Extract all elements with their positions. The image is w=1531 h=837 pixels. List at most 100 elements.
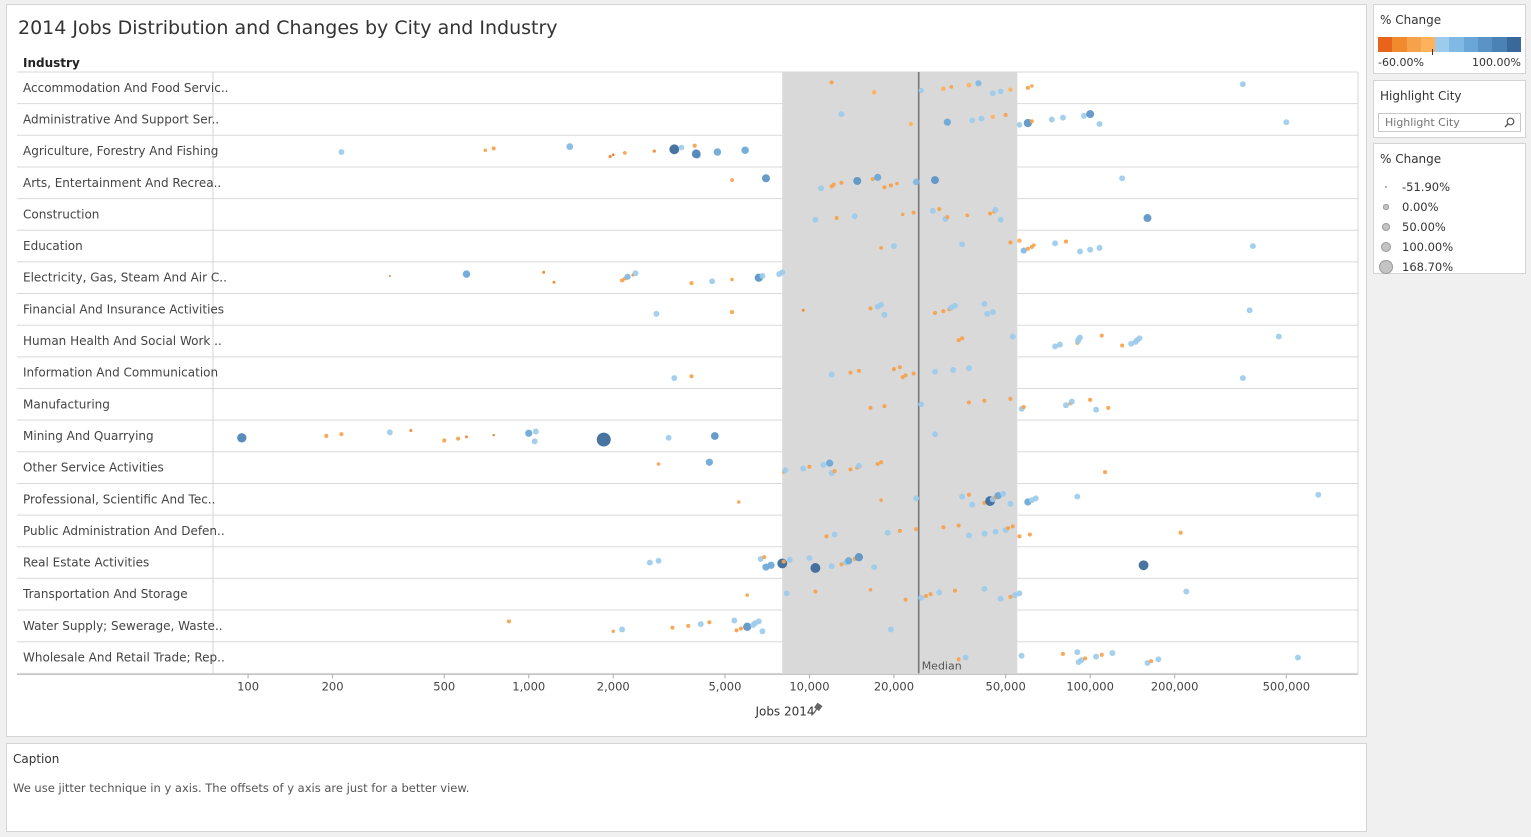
city-point[interactable] xyxy=(1018,652,1025,659)
city-point[interactable] xyxy=(761,174,770,183)
city-point[interactable] xyxy=(462,270,471,278)
city-point[interactable] xyxy=(965,532,972,539)
scatter-plot[interactable]: Industry Accommodation And Food Servic.. A… xyxy=(7,5,1366,736)
city-point[interactable] xyxy=(1008,240,1013,245)
city-point[interactable] xyxy=(812,216,819,223)
city-point[interactable] xyxy=(984,310,991,317)
city-point[interactable] xyxy=(1088,397,1093,402)
city-point[interactable] xyxy=(956,338,961,343)
city-point[interactable] xyxy=(800,465,807,472)
city-point[interactable] xyxy=(831,182,836,187)
city-point[interactable] xyxy=(941,309,946,314)
city-point[interactable] xyxy=(997,216,1004,223)
city-point[interactable] xyxy=(871,90,877,95)
city-point[interactable] xyxy=(1021,404,1026,410)
city-point[interactable] xyxy=(456,436,461,441)
city-point[interactable] xyxy=(1136,335,1143,342)
city-point[interactable] xyxy=(900,212,905,217)
city-point[interactable] xyxy=(1068,398,1075,405)
city-point[interactable] xyxy=(982,398,987,403)
city-point[interactable] xyxy=(1008,396,1013,401)
city-point[interactable] xyxy=(1096,244,1103,251)
city-point[interactable] xyxy=(1295,654,1301,661)
city-point[interactable] xyxy=(1109,650,1116,656)
city-point[interactable] xyxy=(932,431,938,438)
city-point[interactable] xyxy=(622,151,627,155)
city-point[interactable] xyxy=(891,367,896,372)
city-point[interactable] xyxy=(828,371,835,378)
city-point[interactable] xyxy=(903,373,908,378)
city-point[interactable] xyxy=(1119,175,1126,182)
city-point[interactable] xyxy=(1059,114,1066,121)
city-point[interactable] xyxy=(542,270,546,274)
city-point[interactable] xyxy=(1086,110,1095,119)
city-point[interactable] xyxy=(409,429,413,433)
city-point[interactable] xyxy=(966,400,971,405)
city-point[interactable] xyxy=(932,310,938,316)
city-point[interactable] xyxy=(612,153,615,156)
city-point[interactable] xyxy=(838,111,845,118)
city-point[interactable] xyxy=(879,498,883,502)
search-icon[interactable] xyxy=(1504,117,1515,128)
city-point[interactable] xyxy=(997,88,1004,95)
city-point[interactable] xyxy=(566,143,574,150)
city-point[interactable] xyxy=(868,405,873,410)
city-point[interactable] xyxy=(1029,119,1034,124)
city-point[interactable] xyxy=(646,559,653,566)
city-point[interactable] xyxy=(653,310,660,317)
city-point[interactable] xyxy=(1138,560,1149,571)
city-point[interactable] xyxy=(713,148,722,156)
city-point[interactable] xyxy=(767,561,775,569)
city-point[interactable] xyxy=(1099,333,1104,338)
city-point[interactable] xyxy=(807,464,812,469)
city-point[interactable] xyxy=(839,562,844,567)
city-point[interactable] xyxy=(1239,375,1246,382)
city-point[interactable] xyxy=(945,215,950,220)
city-point[interactable] xyxy=(966,82,972,88)
city-point[interactable] xyxy=(962,654,969,661)
city-point[interactable] xyxy=(826,459,834,467)
city-point[interactable] xyxy=(879,460,884,465)
city-point[interactable] xyxy=(1315,491,1322,498)
city-point[interactable] xyxy=(878,301,885,308)
city-point[interactable] xyxy=(881,311,888,318)
city-point[interactable] xyxy=(989,90,996,97)
city-point[interactable] xyxy=(596,432,611,447)
city-point[interactable] xyxy=(237,433,247,443)
city-point[interactable] xyxy=(671,375,678,382)
city-point[interactable] xyxy=(338,149,345,155)
city-point[interactable] xyxy=(1032,495,1039,502)
city-point[interactable] xyxy=(874,173,882,181)
city-point[interactable] xyxy=(1096,121,1103,127)
city-point[interactable] xyxy=(691,149,701,159)
city-point[interactable] xyxy=(1006,526,1011,531)
city-point[interactable] xyxy=(1246,307,1253,314)
city-point[interactable] xyxy=(736,500,741,504)
city-point[interactable] xyxy=(848,467,853,472)
city-point[interactable] xyxy=(324,433,329,439)
city-point[interactable] xyxy=(652,149,656,153)
city-point[interactable] xyxy=(1008,594,1013,599)
city-point[interactable] xyxy=(856,368,861,373)
city-point[interactable] xyxy=(994,492,1002,500)
city-point[interactable] xyxy=(1032,243,1036,247)
city-point[interactable] xyxy=(831,531,838,538)
city-point[interactable] xyxy=(1003,112,1008,118)
city-point[interactable] xyxy=(950,367,957,373)
city-point[interactable] xyxy=(743,622,752,631)
city-point[interactable] xyxy=(834,215,839,221)
city-point[interactable] xyxy=(897,528,902,533)
city-point[interactable] xyxy=(1093,653,1100,660)
city-point[interactable] xyxy=(918,401,925,408)
city-point[interactable] xyxy=(1008,87,1013,92)
city-point[interactable] xyxy=(707,620,712,625)
city-point[interactable] xyxy=(888,183,893,188)
city-point[interactable] xyxy=(992,528,999,535)
city-point[interactable] xyxy=(868,306,873,311)
city-point[interactable] xyxy=(759,272,766,279)
city-point[interactable] xyxy=(655,557,662,564)
city-point[interactable] xyxy=(801,308,805,312)
city-point[interactable] xyxy=(870,177,875,182)
city-point[interactable] xyxy=(890,243,897,250)
city-point[interactable] xyxy=(731,617,738,624)
